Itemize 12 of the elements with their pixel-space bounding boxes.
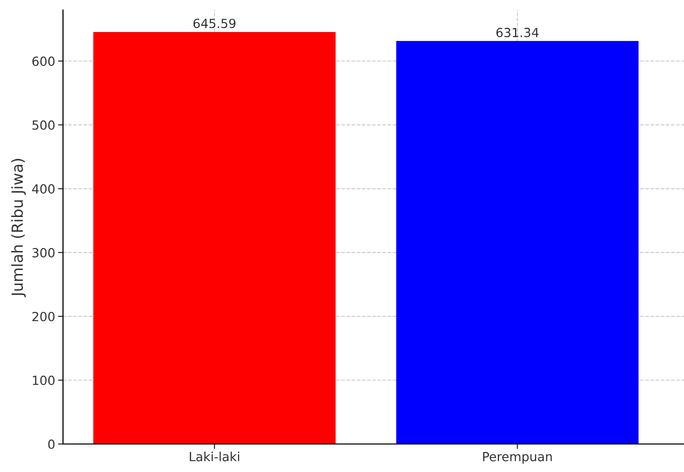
y-tick-label: 100	[32, 376, 55, 386]
y-tick-label: 500	[32, 120, 55, 130]
y-tick-label: 0	[48, 439, 55, 449]
y-axis-title: Jumlah (Ribu Jiwa)	[11, 158, 26, 298]
y-tick-label: 600	[32, 56, 55, 66]
data-label: 631.34	[496, 28, 539, 38]
x-tick-label: Laki-laki	[190, 452, 240, 462]
y-tick-label: 400	[32, 184, 55, 194]
y-tick-label: 300	[32, 248, 55, 258]
data-label: 645.59	[193, 18, 236, 28]
y-tick-label: 200	[32, 312, 55, 322]
x-tick-label: Perempuan	[483, 452, 552, 464]
